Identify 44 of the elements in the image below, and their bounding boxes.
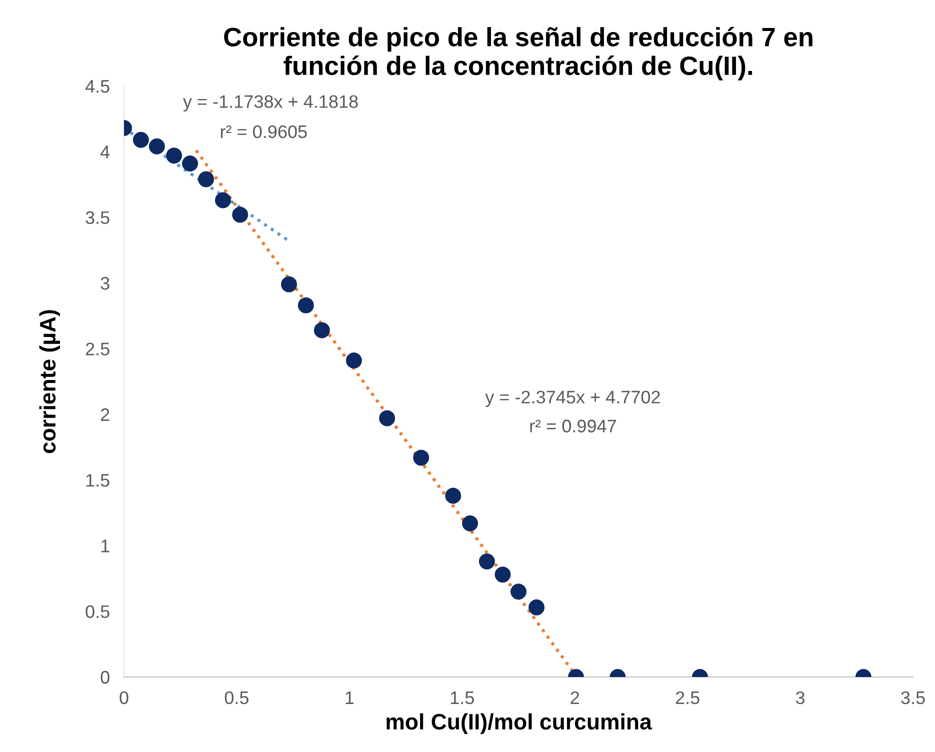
point [346,352,362,368]
y-tick-label: 1 [101,540,110,552]
y-tick-label: 1.5 [86,474,110,487]
annotation: y = -1.1738x + 4.1818 [182,95,358,112]
y-tick-label: 0 [100,670,110,684]
chart-title: Corriente de pico de la señal de reducción 7 en función de la concentración de Cu(II). [224,26,812,80]
y-tick-label: 2.5 [86,342,110,356]
y-tick-label: 0.5 [86,605,110,618]
point [413,450,430,466]
point [298,297,314,314]
point [445,488,462,504]
point [281,276,297,292]
y-tick-label: 4.5 [85,80,110,93]
point [510,584,526,600]
x-tick-label: 3 [796,691,805,704]
x-tick-label: 2.5 [676,691,700,704]
y-tick-label: 2 [100,408,110,421]
point [232,206,248,223]
x-tick-label: 2 [570,691,579,704]
y-tick-label: 3 [100,276,110,290]
point [166,148,182,164]
x-axis-title: mol Cu(II)/mol curcumina [386,713,652,734]
point [478,553,495,570]
point [148,138,165,154]
point [314,322,330,338]
annotation: y = -2.3745x + 4.7702 [485,390,660,408]
point [528,599,545,616]
x-tick-label: 1 [346,692,354,704]
point [182,156,198,172]
y-tick-label: 3.5 [86,211,110,224]
point [462,515,478,532]
y-axis-title: corriente (µA) [39,310,60,454]
point [132,132,149,148]
point [214,192,231,208]
annotation: r² = 0.9947 [530,420,616,432]
annotation: r² = 0.9605 [220,125,307,138]
x-tick-label: 1.5 [450,692,474,704]
x-tick-label: 3.5 [901,691,925,704]
point [379,410,396,426]
point [198,171,214,188]
x-tick-label: 0.5 [224,691,249,704]
y-tick-label: 4 [100,146,110,158]
x-tick-label: 0 [120,691,128,704]
point [494,566,511,583]
